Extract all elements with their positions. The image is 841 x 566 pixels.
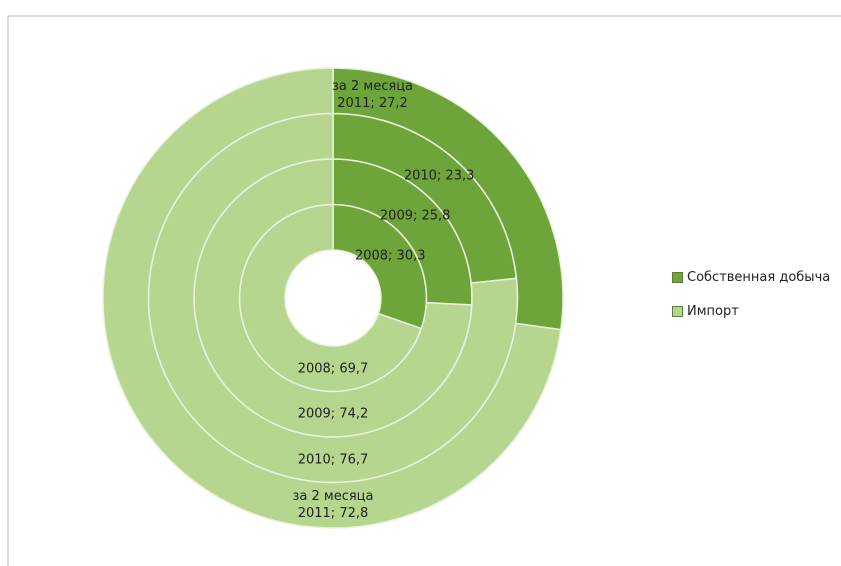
data-label: 2010; 23,3 xyxy=(403,168,475,184)
legend-swatch xyxy=(672,272,683,283)
legend-entry: Собственная добыча xyxy=(672,270,830,285)
data-label: за 2 месяца 2011; 27,2 xyxy=(332,78,414,111)
data-label: 2010; 76,7 xyxy=(297,452,369,468)
data-label: 2009; 74,2 xyxy=(297,406,369,422)
data-label: 2008; 30,3 xyxy=(354,248,426,264)
data-label: за 2 месяца 2011; 72,8 xyxy=(292,489,374,522)
donut-segment xyxy=(102,67,562,529)
data-label: 2009; 25,8 xyxy=(379,208,451,224)
legend-swatch xyxy=(672,306,683,317)
legend-label: Собственная добыча xyxy=(687,270,831,285)
legend-label: Импорт xyxy=(687,304,739,319)
legend-entry: Импорт xyxy=(672,304,739,319)
data-label: 2008; 69,7 xyxy=(297,361,369,377)
